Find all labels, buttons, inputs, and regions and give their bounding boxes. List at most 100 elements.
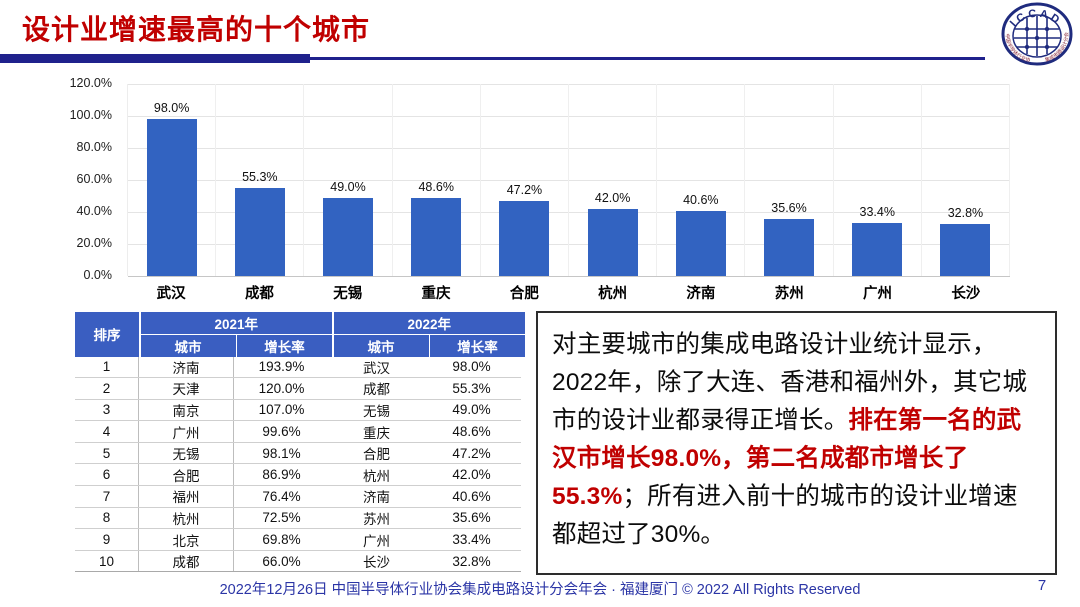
y-tick-label: 40.0% <box>76 204 112 218</box>
title-underline-thin <box>310 57 985 60</box>
bar <box>587 208 638 276</box>
rate-cell-2021: 76.4% <box>262 488 301 504</box>
table-row: 6 合肥 86.9% 杭州 42.0% <box>75 464 521 487</box>
rate-cell-2022: 32.8% <box>452 553 491 569</box>
bar-slot: 42.0% <box>569 84 658 276</box>
bar-slot: 48.6% <box>393 84 481 276</box>
x-category-label: 重庆 <box>421 286 451 302</box>
rank-cell: 7 <box>75 486 139 507</box>
city-cell-2022: 长沙 <box>363 555 390 571</box>
city-cell-2022: 苏州 <box>363 511 390 527</box>
bar <box>146 119 197 276</box>
bar-slot: 35.6% <box>745 84 834 276</box>
table-row: 4 广州 99.6% 重庆 48.6% <box>75 421 521 443</box>
table-row: 8 杭州 72.5% 苏州 35.6% <box>75 507 521 530</box>
bar-value-label: 49.0% <box>330 179 366 194</box>
table-row: 2 天津 120.0% 成都 55.3% <box>75 378 521 400</box>
header-rank: 排序 <box>75 312 139 357</box>
rate-cell-2021: 66.0% <box>262 553 301 569</box>
bars: 98.0% 55.3% 49.0% 48.6% 47.2% 42.0% 40.6% 35.6%… <box>128 84 1011 276</box>
footer-text: 2022年12月26日 中国半导体行业协会集成电路设计分会年会 · 福建厦门 ©… <box>219 582 861 598</box>
bar-value-label: 48.6% <box>418 180 454 195</box>
title-underline-thick <box>0 54 310 63</box>
commentary-text-2: ；所有进入前十的城市的设计业增速都超过了30%。 <box>552 483 1018 548</box>
bar <box>764 219 815 276</box>
y-tick-label: 60.0% <box>76 172 112 186</box>
city-cell-2021: 济南 <box>139 356 234 378</box>
rank-cell: 6 <box>75 464 139 486</box>
city-cell-2022: 广州 <box>363 533 390 549</box>
rate-cell-2021: 86.9% <box>262 467 301 483</box>
rate-cell-2021: 72.5% <box>262 510 301 526</box>
iccad-logo-icon: I C C A D 中国半导体行业协会 集成电路设计分会 <box>1000 2 1073 66</box>
bar <box>852 222 903 276</box>
y-tick-label: 0.0% <box>83 268 113 282</box>
rate-cell-2022: 48.6% <box>452 424 491 440</box>
city-cell-2022: 无锡 <box>363 403 390 419</box>
bar-value-label: 55.3% <box>242 169 278 184</box>
city-cell-2022: 济南 <box>363 490 390 506</box>
x-axis-labels: 武汉 成都 无锡 重庆 合肥 杭州 济南 苏州 广州 长沙 <box>127 282 1010 303</box>
rank-cell: 4 <box>75 421 139 442</box>
table-row: 7 福州 76.4% 济南 40.6% <box>75 486 521 508</box>
y-tick-label: 20.0% <box>76 236 112 250</box>
city-cell-2021: 成都 <box>139 550 234 572</box>
bar-value-label: 40.6% <box>683 193 719 207</box>
rank-cell: 10 <box>75 550 139 572</box>
x-category-label: 无锡 <box>333 286 363 302</box>
x-category-label: 合肥 <box>509 286 539 302</box>
bar-value-label: 47.2% <box>506 182 543 197</box>
bar-slot: 40.6% <box>657 84 746 276</box>
x-category-label: 广州 <box>863 286 893 302</box>
rate-cell-2022: 98.0% <box>452 359 491 375</box>
x-category-label: 成都 <box>244 286 274 302</box>
commentary-box: 对主要城市的集成电路设计业统计显示，2022年，除了大连、香港和福州外，其它城市… <box>536 311 1057 575</box>
rank-cell: 2 <box>75 378 139 399</box>
rank-cell: 8 <box>75 507 139 529</box>
rank-cell: 3 <box>75 399 139 421</box>
rate-cell-2022: 42.0% <box>452 467 491 483</box>
commentary-text-red: 排在第一名的武汉市增长98.0%，第二名成都市增长了55.3% <box>552 407 1022 510</box>
rate-cell-2022: 33.4% <box>452 532 491 548</box>
growth-table: 排序 2021年 2022年 城市 增长率 城市 增长率 1 济南 193.9% 武汉… <box>75 312 525 573</box>
subheader-city-2021: 城市 <box>140 335 236 357</box>
rate-cell-2021: 69.8% <box>262 532 301 548</box>
table-row: 9 北京 69.8% 广州 33.4% <box>75 529 521 551</box>
bar-value-label: 42.0% <box>594 190 631 205</box>
table-row: 10 成都 66.0% 长沙 32.8% <box>75 550 521 573</box>
table-row: 1 济南 193.9% 武汉 98.0% <box>75 356 521 379</box>
subheader-rate-2022: 增长率 <box>430 335 525 357</box>
city-cell-2022: 武汉 <box>363 360 390 376</box>
x-category-label: 杭州 <box>598 286 628 302</box>
bar-slot: 47.2% <box>481 84 570 276</box>
plot-area: 98.0% 55.3% 49.0% 48.6% 47.2% 42.0% 40.6% 35.6%… <box>127 84 1011 277</box>
bar-slot: 32.8% <box>922 84 1011 276</box>
commentary-text-1: 对主要城市的集成电路设计业统计显示，2022年，除了大连、香港和福州外，其它城市… <box>552 331 1028 434</box>
rate-cell-2021: 99.6% <box>262 424 301 440</box>
rate-cell-2021: 193.9% <box>258 359 305 375</box>
city-cell-2022: 合肥 <box>363 447 390 463</box>
rank-cell: 5 <box>75 442 139 464</box>
rate-cell-2021: 120.0% <box>258 380 305 396</box>
table-row: 5 无锡 98.1% 合肥 47.2% <box>75 442 521 465</box>
city-cell-2021: 广州 <box>139 421 234 442</box>
rate-cell-2021: 107.0% <box>258 402 305 418</box>
bar-chart: 0.0% 20.0% 40.0% 60.0% 80.0% 100.0% 120.0% 98.… <box>0 76 1080 303</box>
rank-cell: 1 <box>75 356 139 378</box>
bar-slot: 98.0% <box>128 84 217 276</box>
rate-cell-2022: 35.6% <box>452 510 491 526</box>
city-cell-2021: 北京 <box>139 529 234 550</box>
bar-value-label: 33.4% <box>859 204 895 219</box>
city-cell-2022: 杭州 <box>363 468 390 484</box>
rank-cell: 9 <box>75 529 139 550</box>
bar-slot: 55.3% <box>216 84 305 276</box>
y-tick-label: 80.0% <box>76 140 112 154</box>
header-2021: 2021年 <box>140 312 332 334</box>
table-row: 3 南京 107.0% 无锡 49.0% <box>75 399 521 422</box>
page-number: 7 <box>1037 577 1047 594</box>
x-category-label: 苏州 <box>774 286 804 302</box>
bar-value-label: 32.8% <box>947 205 984 220</box>
city-cell-2021: 南京 <box>139 399 234 421</box>
table-header: 排序 2021年 2022年 城市 增长率 城市 增长率 <box>75 312 525 357</box>
